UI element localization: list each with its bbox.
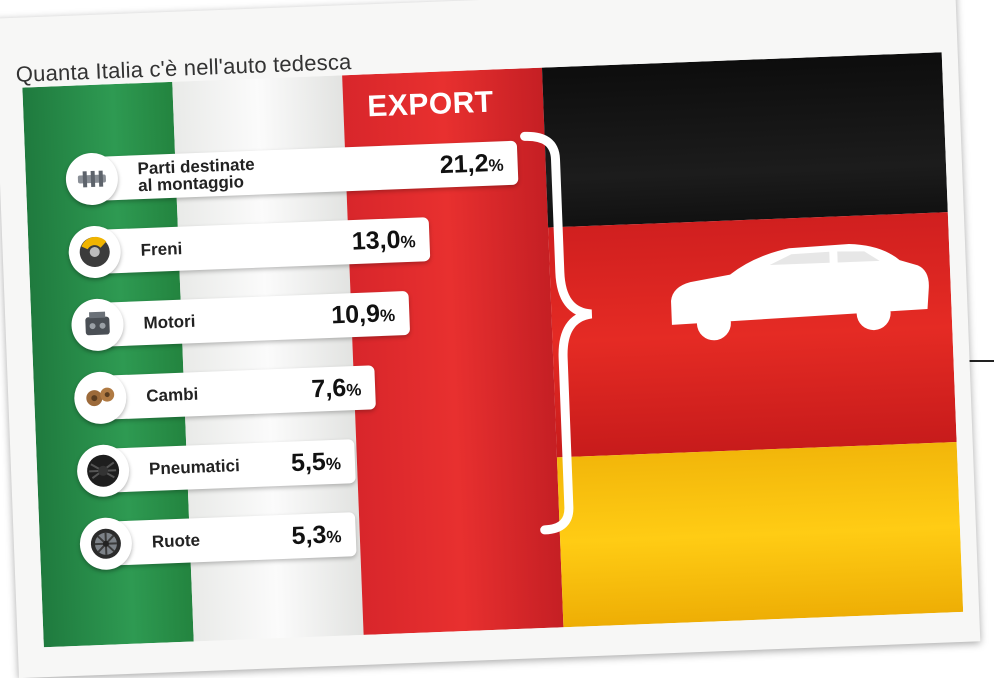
car-windows [769, 251, 880, 266]
gearbox-icon [73, 370, 128, 425]
brace-and-car [520, 131, 929, 535]
tire-icon [76, 443, 131, 498]
car-icon [671, 244, 929, 341]
brake-icon [67, 224, 122, 279]
bar-list: Parti destinate al montaggio 21,2% Freni 13… [22, 52, 941, 571]
engine-icon [70, 297, 125, 352]
parts-icon [64, 152, 119, 206]
infographic-graphic: EXPORT Parti destinate al montaggio 21,2%… [22, 52, 964, 648]
brace-icon [520, 131, 593, 535]
wheel-icon [78, 516, 133, 571]
